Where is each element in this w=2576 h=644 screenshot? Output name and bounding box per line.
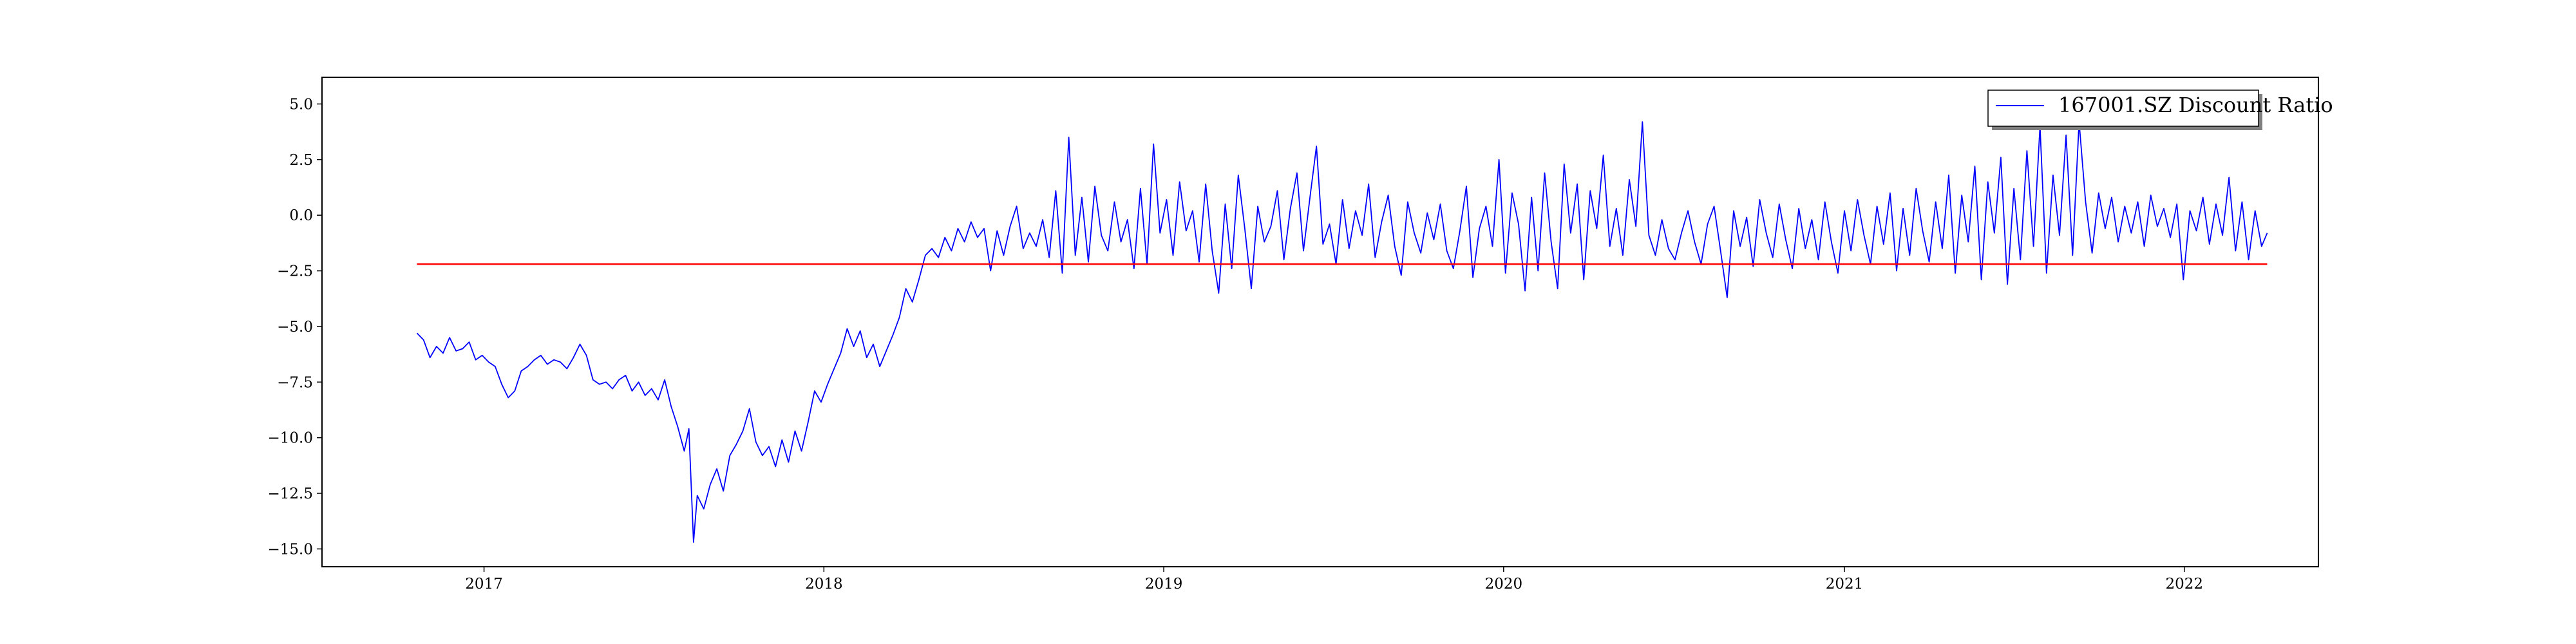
series-line-discount-ratio [416, 121, 2268, 543]
x-tick-label: 2018 [805, 576, 843, 592]
y-axis: −15.0 −12.5 −10.0 −7.5 −5.0 −2.5 0.0 2.5 5.0 [268, 96, 322, 558]
y-tick-label: −12.5 [268, 486, 313, 502]
series-layer [416, 121, 2268, 543]
y-tick-label: −5.0 [277, 319, 313, 336]
y-tick-label: −10.0 [268, 430, 313, 447]
x-tick-label: 2020 [1485, 576, 1523, 592]
y-tick-label: −7.5 [277, 374, 313, 391]
y-tick-label: 2.5 [289, 152, 313, 169]
legend-label: 167001.SZ Discount Ratio [2058, 93, 2333, 117]
x-tick-label: 2019 [1145, 576, 1183, 592]
x-axis: 2017 2018 2019 2020 2021 2022 [465, 567, 2203, 592]
x-tick-label: 2017 [465, 576, 503, 592]
x-tick-label: 2021 [1826, 576, 1864, 592]
y-tick-label: −15.0 [268, 541, 313, 558]
legend-box [1987, 90, 2259, 127]
y-tick-label: 0.0 [289, 207, 313, 224]
y-tick-label: −2.5 [277, 263, 313, 280]
y-tick-label: 5.0 [289, 96, 313, 113]
legend: 167001.SZ Discount Ratio [1987, 90, 2333, 130]
plot-frame [321, 77, 2319, 567]
x-tick-label: 2022 [2166, 576, 2204, 592]
